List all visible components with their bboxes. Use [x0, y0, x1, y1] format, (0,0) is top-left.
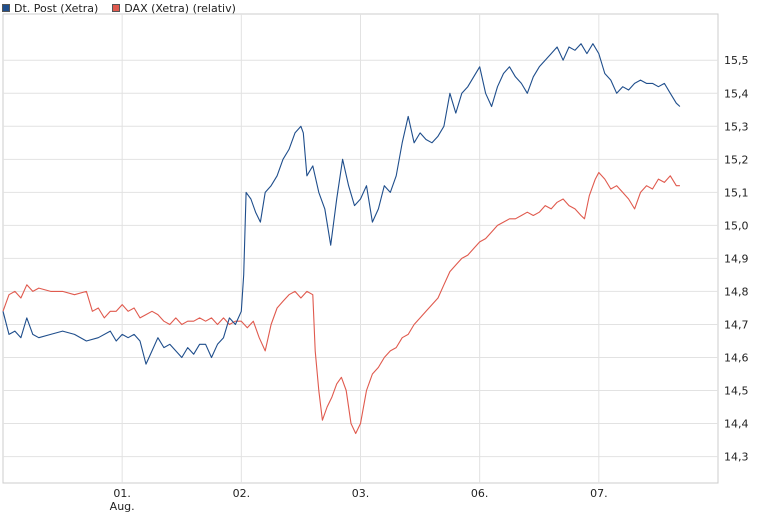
- x-tick-label: 07.: [590, 487, 608, 500]
- series-lines: [2, 43, 681, 435]
- y-tick-label: 14,8: [724, 285, 749, 298]
- legend-label-dt-post: Dt. Post (Xetra): [14, 1, 99, 15]
- legend-item-dax: DAX (Xetra) (relativ): [112, 2, 236, 15]
- y-tick-label: 15,4: [724, 87, 749, 100]
- y-tick-label: 14,5: [724, 385, 749, 398]
- series-line-dt-post-xetra: [2, 43, 681, 365]
- legend: Dt. Post (Xetra) DAX (Xetra) (relativ): [2, 1, 250, 15]
- y-tick-label: 15,1: [724, 186, 749, 199]
- y-tick-label: 15,3: [724, 120, 749, 133]
- y-tick-label: 15,2: [724, 153, 749, 166]
- x-axis: 01.Aug. 02. 03. 06. 07.: [110, 487, 608, 513]
- x-tick-label: 03.: [352, 487, 370, 500]
- y-tick-label: 14,3: [724, 451, 749, 464]
- y-tick-label: 14,7: [724, 318, 749, 331]
- y-tick-label: 14,4: [724, 418, 749, 431]
- y-axis: 14,3 14,4 14,5 14,6 14,7 14,8 14,9 15,0 15,1 15,2…: [724, 54, 749, 463]
- legend-swatch-dax: [112, 4, 121, 12]
- x-tick-label: 06.: [471, 487, 489, 500]
- x-tick-label: 01.: [113, 487, 131, 500]
- series-line-dax-xetra-relativ: [2, 171, 680, 435]
- legend-label-dax: DAX (Xetra) (relativ): [124, 1, 236, 15]
- x-tick-sublabel: Aug.: [110, 500, 135, 513]
- x-tick-label: 02.: [233, 487, 251, 500]
- legend-item-dt-post: Dt. Post (Xetra): [2, 2, 98, 15]
- y-tick-label: 15,0: [724, 219, 749, 232]
- y-tick-label: 14,6: [724, 351, 749, 364]
- grid: [3, 14, 718, 483]
- y-tick-label: 15,5: [724, 54, 749, 67]
- y-tick-label: 14,9: [724, 252, 749, 265]
- legend-swatch-dt-post: [2, 4, 10, 12]
